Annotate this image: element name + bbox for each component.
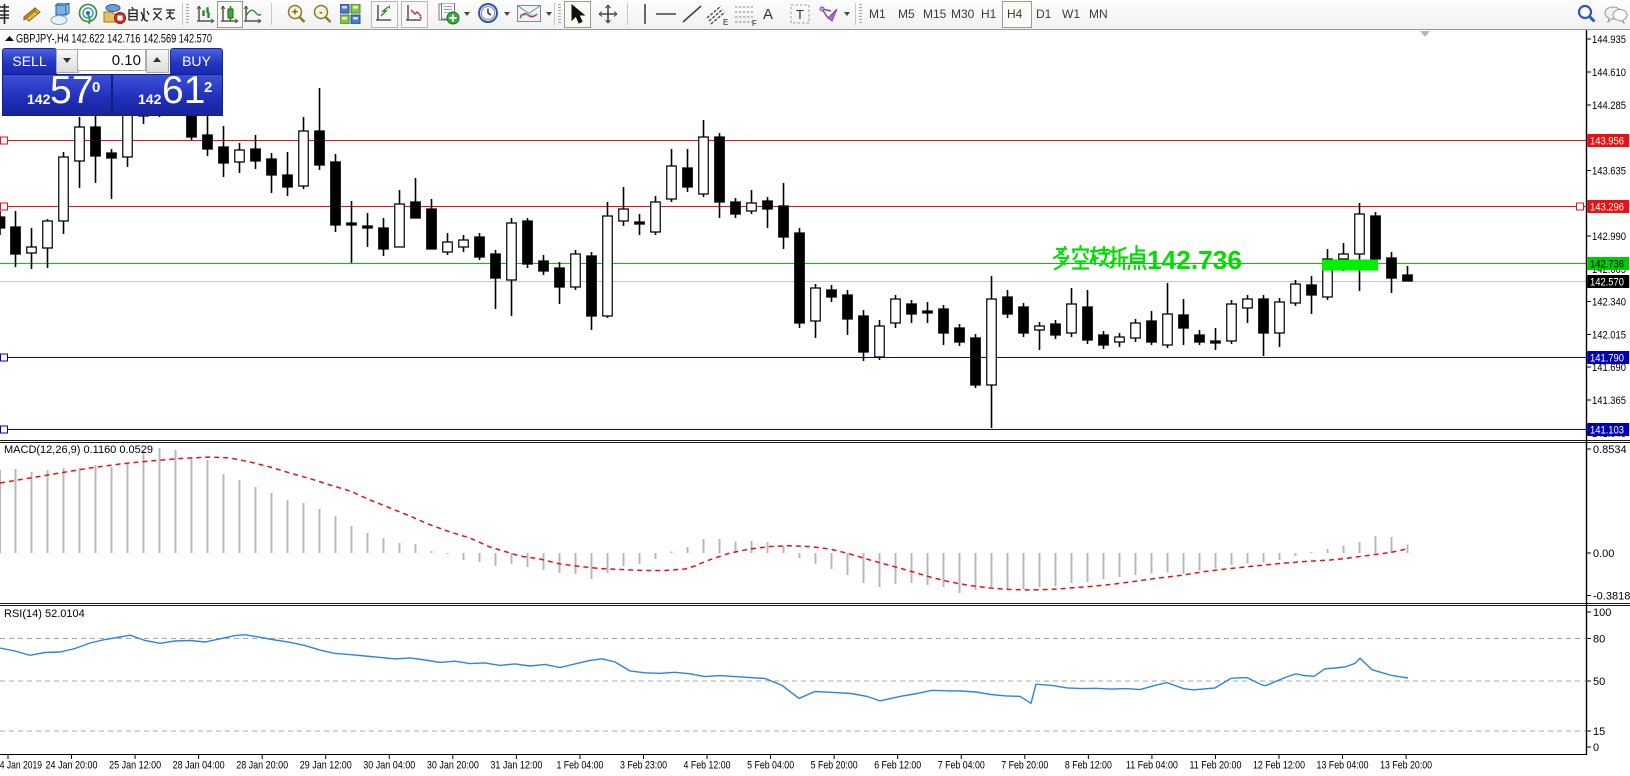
svg-text:12 Feb 12:00: 12 Feb 12:00	[1253, 760, 1305, 772]
svg-text:28 Jan 20:00: 28 Jan 20:00	[236, 760, 288, 772]
svg-text:GBPJPY-,H4 142.622 142.716 14: GBPJPY-,H4 142.622 142.716 142.569 142.5…	[16, 34, 212, 46]
svg-text:15: 15	[1593, 726, 1605, 738]
svg-text:143.296: 143.296	[1590, 202, 1624, 214]
svg-text:144.285: 144.285	[1592, 100, 1626, 112]
svg-text:25 Jan 12:00: 25 Jan 12:00	[109, 760, 161, 772]
svg-text:24 Jan 20:00: 24 Jan 20:00	[46, 760, 98, 772]
svg-text:142.340: 142.340	[1592, 297, 1626, 309]
svg-text:143.635: 143.635	[1592, 166, 1626, 178]
svg-text:8 Feb 12:00: 8 Feb 12:00	[1065, 760, 1112, 772]
svg-text:28 Jan 04:00: 28 Jan 04:00	[173, 760, 225, 772]
svg-text:T: T	[796, 7, 804, 22]
svg-text:50: 50	[1593, 676, 1605, 688]
svg-text:24 Jan 2019: 24 Jan 2019	[0, 760, 42, 772]
svg-text:142.570: 142.570	[1590, 277, 1624, 289]
svg-text:-: -	[319, 7, 323, 19]
svg-text:141.690: 141.690	[1592, 362, 1626, 374]
svg-text:141.790: 141.790	[1590, 353, 1624, 365]
svg-text:144.935: 144.935	[1592, 34, 1626, 46]
svg-text:11 Feb 20:00: 11 Feb 20:00	[1189, 760, 1241, 772]
svg-text:29 Jan 12:00: 29 Jan 12:00	[300, 760, 352, 772]
svg-text:4 Feb 12:00: 4 Feb 12:00	[684, 760, 731, 772]
svg-text:11 Feb 04:00: 11 Feb 04:00	[1126, 760, 1178, 772]
svg-text:0.8534: 0.8534	[1593, 444, 1627, 456]
svg-text:1 Feb 04:00: 1 Feb 04:00	[556, 760, 603, 772]
svg-text:0.00: 0.00	[1593, 548, 1614, 560]
svg-text:141.103: 141.103	[1590, 425, 1624, 437]
svg-text:7 Feb 20:00: 7 Feb 20:00	[1001, 760, 1048, 772]
svg-text:7 Feb 04:00: 7 Feb 04:00	[938, 760, 985, 772]
svg-text:141.365: 141.365	[1592, 395, 1626, 407]
svg-text:30 Jan 04:00: 30 Jan 04:00	[363, 760, 415, 772]
svg-text:13 Feb 20:00: 13 Feb 20:00	[1380, 760, 1432, 772]
svg-text:144.610: 144.610	[1592, 67, 1626, 79]
svg-text:5 Feb 04:00: 5 Feb 04:00	[747, 760, 794, 772]
svg-text:30 Jan 20:00: 30 Jan 20:00	[427, 760, 479, 772]
svg-text:13 Feb 04:00: 13 Feb 04:00	[1317, 760, 1369, 772]
svg-text:143.956: 143.956	[1590, 136, 1624, 148]
svg-text:3 Feb 23:00: 3 Feb 23:00	[620, 760, 667, 772]
svg-text:-0.3818: -0.3818	[1593, 591, 1630, 603]
svg-text:MACD(12,26,9) 0.1160 0.0529: MACD(12,26,9) 0.1160 0.0529	[4, 444, 153, 456]
svg-text:+: +	[292, 7, 298, 19]
svg-text:F: F	[752, 19, 757, 26]
svg-text:142.015: 142.015	[1592, 330, 1626, 342]
svg-text:5 Feb 20:00: 5 Feb 20:00	[811, 760, 858, 772]
svg-text:142.990: 142.990	[1592, 231, 1626, 243]
svg-text:100: 100	[1593, 607, 1611, 619]
svg-text:RSI(14) 52.0104: RSI(14) 52.0104	[4, 608, 85, 620]
svg-text:31 Jan 12:00: 31 Jan 12:00	[490, 760, 542, 772]
svg-text:142.736: 142.736	[1590, 259, 1624, 271]
svg-text:0: 0	[1593, 742, 1599, 754]
svg-text:142.736: 142.736	[1147, 245, 1242, 275]
svg-text:80: 80	[1593, 634, 1605, 646]
svg-text:6 Feb 12:00: 6 Feb 12:00	[874, 760, 921, 772]
svg-text:E: E	[723, 18, 728, 26]
